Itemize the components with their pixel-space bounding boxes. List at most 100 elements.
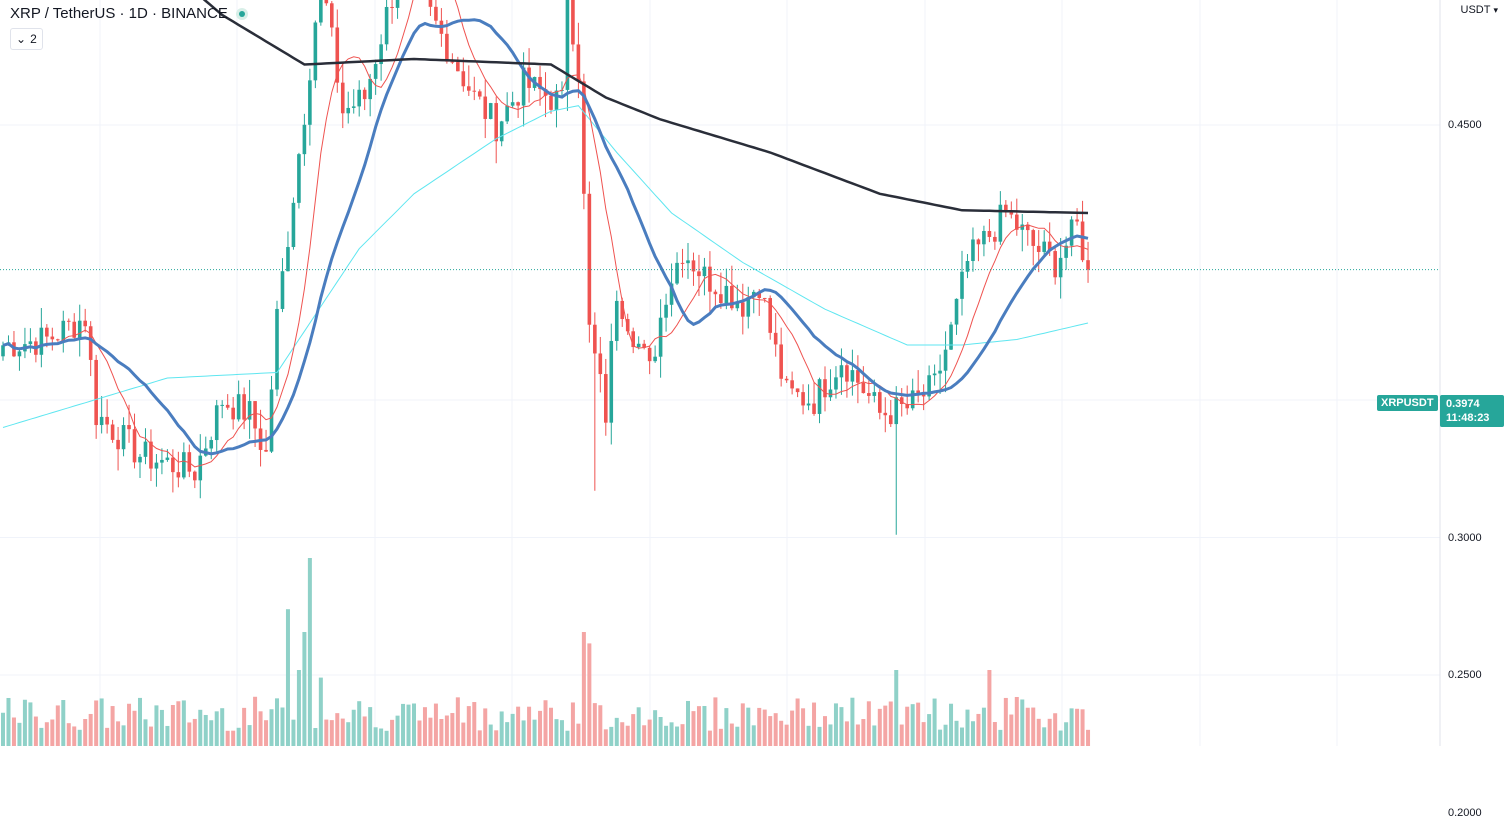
candle-body [28, 341, 33, 345]
volume-bar [1, 712, 5, 746]
candle-body [921, 393, 926, 397]
volume-bar [127, 703, 132, 746]
candle-body [143, 441, 148, 457]
volume-bar [329, 720, 334, 746]
volume-bar [351, 709, 356, 746]
volume-bar [466, 706, 471, 746]
candle-body [719, 294, 723, 304]
candle-body [1020, 224, 1025, 230]
candle-body [1025, 224, 1030, 231]
candle-body [264, 449, 268, 452]
volume-bar [828, 724, 833, 746]
price-chart[interactable] [0, 0, 1508, 746]
volume-bar [883, 705, 888, 746]
candle-body [116, 439, 120, 450]
volume-bar [170, 705, 175, 746]
volume-bar [779, 720, 784, 746]
volume-bar [943, 724, 948, 746]
price-tick-label: 0.2000 [1448, 806, 1482, 819]
volume-bar [1042, 727, 1047, 746]
candle-body [795, 388, 800, 393]
volume-bar [817, 726, 822, 746]
candle-body [1075, 219, 1079, 222]
candle-body [593, 324, 597, 354]
candle-body [472, 90, 477, 92]
indicators-toggle-button[interactable]: ⌄ 2 [10, 28, 43, 50]
candle-body [757, 291, 762, 298]
candle-body [976, 239, 981, 245]
volume-bar [422, 707, 427, 746]
volume-bar [872, 725, 877, 746]
volume-bar [516, 706, 521, 746]
volume-bar [932, 698, 937, 746]
volume-bar [861, 719, 866, 746]
candle-body [428, 0, 433, 7]
candle-body [132, 429, 137, 463]
candle-body [817, 379, 822, 414]
candle-body [445, 33, 449, 62]
indicator-count: 2 [30, 32, 37, 46]
candle-body [697, 271, 701, 277]
candle-body [494, 103, 498, 142]
volume-bar [395, 715, 400, 746]
volume-bar [899, 724, 904, 746]
volume-bar [855, 724, 860, 746]
volume-bar [647, 719, 652, 746]
volume-bar [477, 730, 482, 746]
candle-body [373, 64, 378, 79]
volume-bar [1003, 697, 1008, 746]
candle-body [850, 370, 855, 382]
volume-bar [83, 719, 88, 746]
candle-body [17, 351, 22, 357]
volume-bar [401, 703, 406, 746]
candle-body [362, 89, 367, 100]
volume-bars [1, 558, 1091, 746]
candle-body [960, 271, 964, 299]
volume-bar [949, 703, 954, 746]
volume-bar [28, 702, 33, 746]
volume-bar [50, 719, 55, 746]
candle-body [773, 332, 778, 345]
candle-body [220, 404, 224, 406]
currency-selector[interactable]: USDT ▾ [1461, 4, 1498, 16]
volume-bar [242, 707, 247, 746]
candle-body [182, 452, 186, 478]
candle-body [642, 343, 646, 348]
volume-bar [318, 677, 323, 746]
volume-bar [905, 706, 910, 746]
volume-bar [110, 706, 115, 746]
candle-body [965, 261, 970, 272]
volume-bar [927, 714, 932, 746]
volume-bar [631, 714, 636, 746]
volume-bar [154, 705, 159, 746]
candle-body [138, 456, 142, 463]
volume-bar [954, 720, 959, 746]
volume-bar [894, 670, 899, 746]
volume-bar [439, 718, 444, 746]
volume-bar [910, 704, 915, 746]
candle-body [828, 389, 833, 398]
candle-body [905, 404, 909, 409]
market-open-icon [235, 7, 248, 20]
candle-body [477, 91, 482, 97]
candle-body [505, 105, 509, 122]
candle-body [587, 193, 592, 325]
ma50-line [2, 105, 1089, 428]
candle-body [762, 297, 767, 299]
candle-body [154, 462, 159, 469]
candle-body [927, 375, 931, 397]
candle-body [636, 343, 641, 348]
candle-body [899, 397, 904, 405]
volume-bar [138, 697, 142, 746]
candle-body [94, 359, 98, 426]
candle-body [253, 401, 257, 429]
candle-body [1086, 260, 1090, 270]
symbol-title[interactable]: XRP / TetherUS · 1D · BINANCE [10, 5, 228, 22]
candle-body [598, 353, 603, 375]
chevron-down-icon: ⌄ [16, 32, 27, 46]
candle-body [845, 365, 849, 382]
volume-bar [570, 702, 575, 746]
candle-body [467, 86, 471, 91]
volume-bar [823, 716, 827, 746]
volume-bar [757, 707, 762, 746]
